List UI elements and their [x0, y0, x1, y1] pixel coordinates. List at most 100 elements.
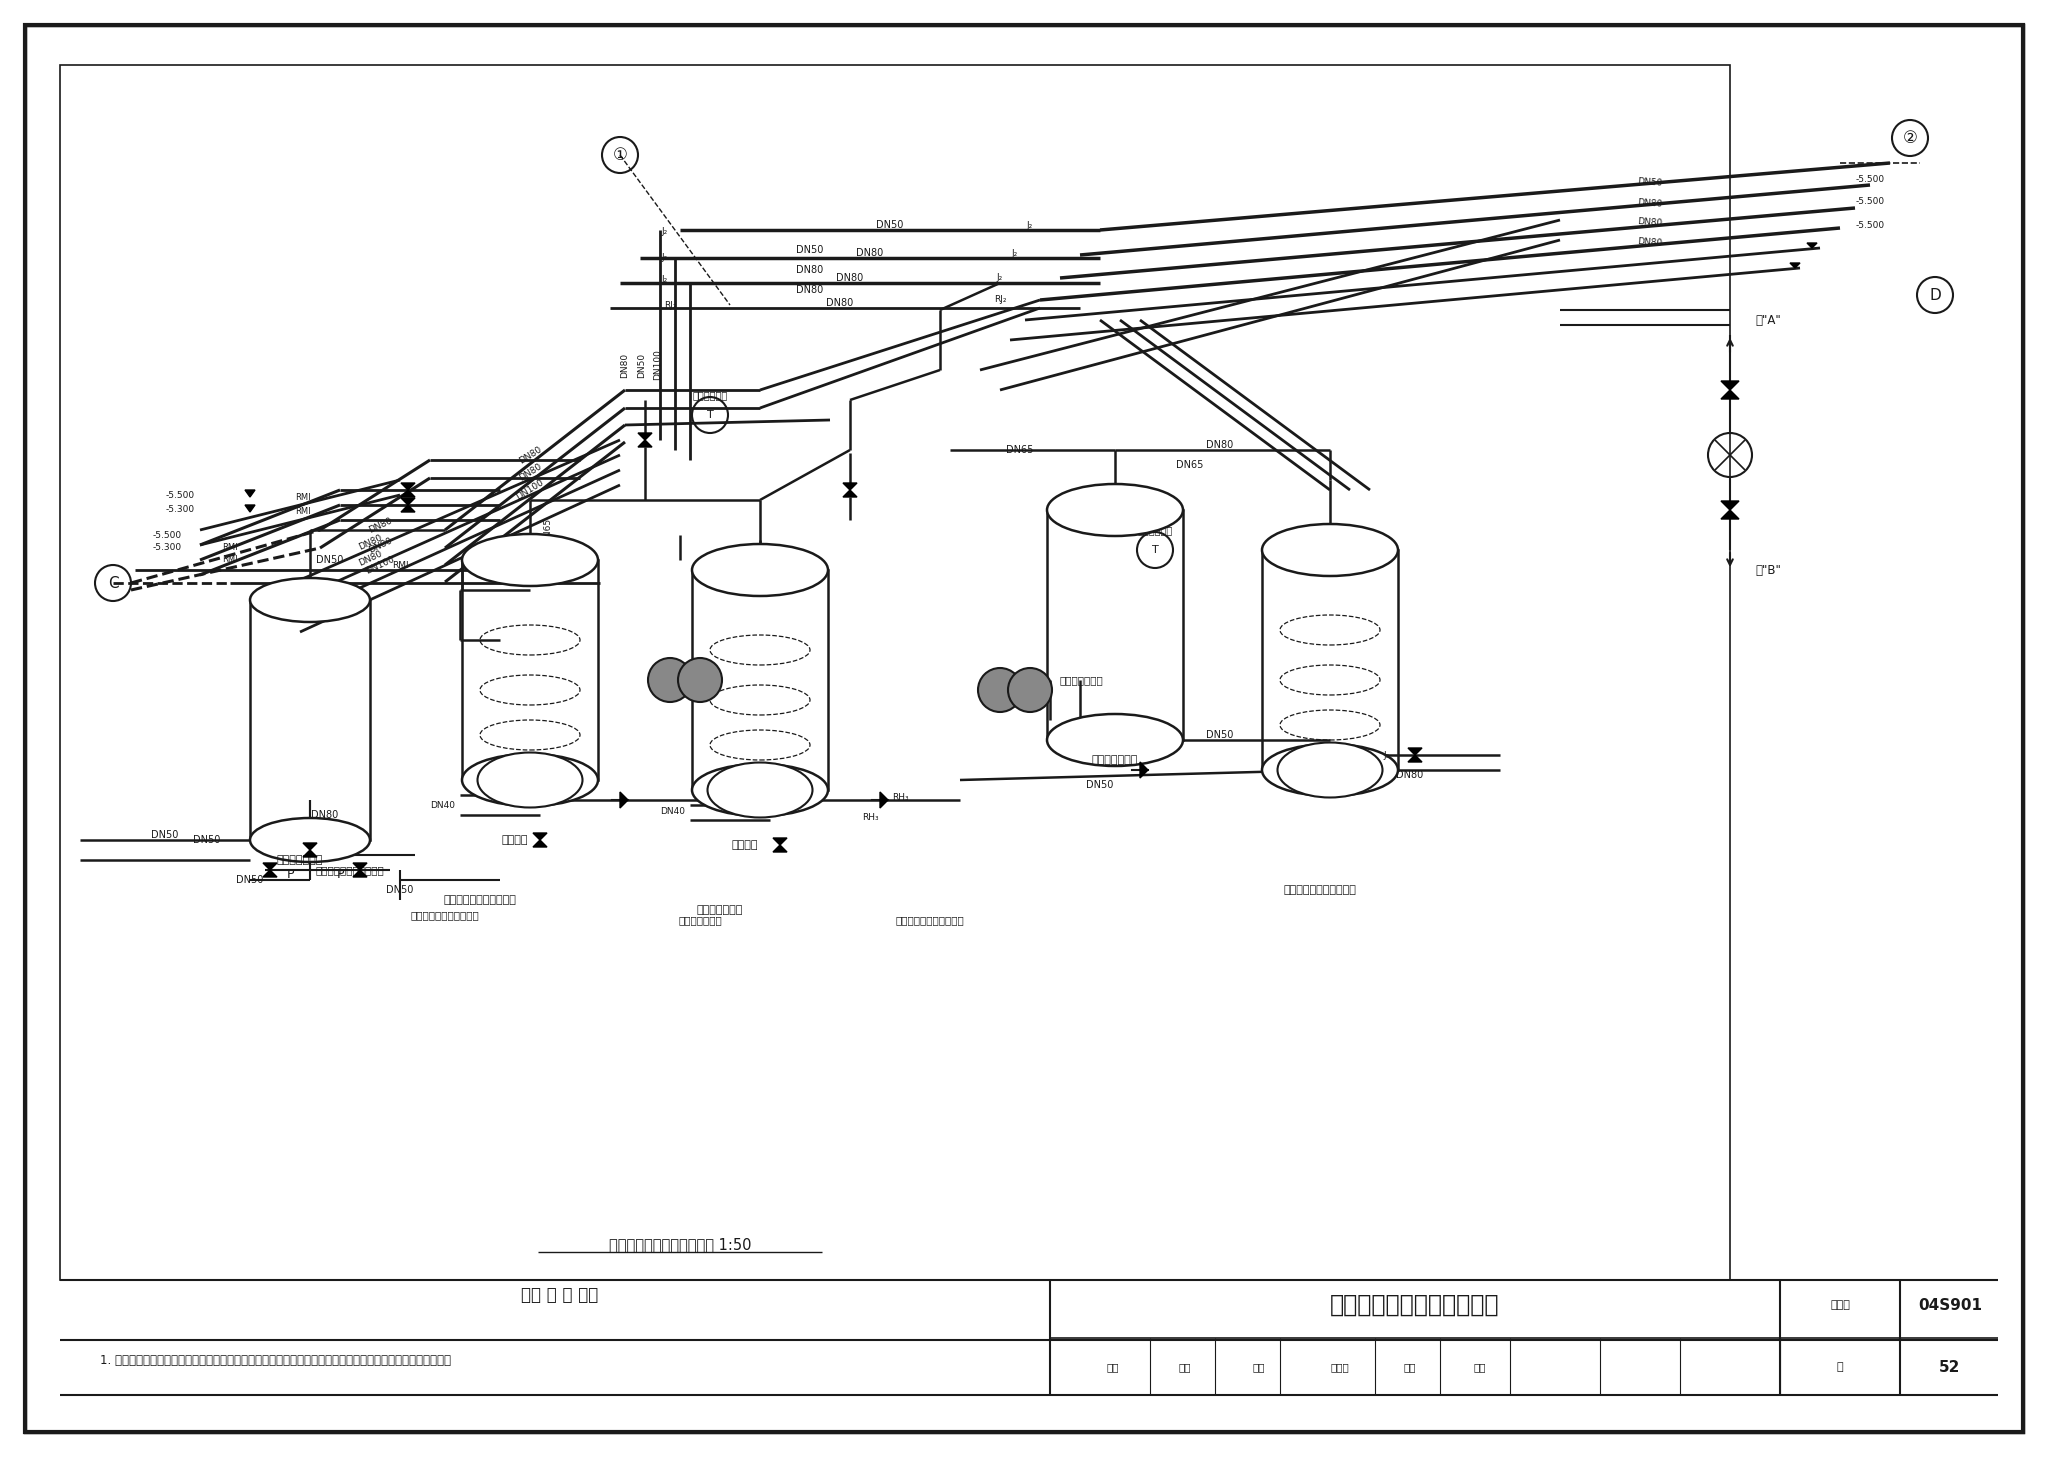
Text: T: T	[707, 409, 713, 420]
Text: J₂: J₂	[1026, 220, 1032, 230]
Text: -5.500: -5.500	[154, 530, 182, 539]
Text: DN80: DN80	[797, 265, 823, 275]
Text: DN50: DN50	[637, 353, 647, 377]
Text: DN80: DN80	[367, 536, 393, 554]
Polygon shape	[772, 838, 786, 845]
Text: RMI: RMI	[221, 543, 238, 552]
Text: 校对: 校对	[1253, 1362, 1266, 1372]
Text: DN80: DN80	[356, 549, 383, 567]
Text: 高区热水循环泵: 高区热水循环泵	[1061, 675, 1104, 685]
Ellipse shape	[477, 752, 582, 807]
Polygon shape	[844, 490, 856, 497]
Text: 复审: 复审	[1180, 1362, 1192, 1372]
Text: RH₃: RH₃	[891, 794, 909, 803]
Text: DN40: DN40	[659, 807, 684, 816]
Polygon shape	[1806, 243, 1817, 248]
Polygon shape	[881, 793, 889, 809]
Text: DN80: DN80	[856, 248, 883, 258]
Polygon shape	[1720, 390, 1739, 399]
Ellipse shape	[250, 817, 371, 863]
Text: D: D	[1929, 287, 1942, 303]
Polygon shape	[262, 863, 276, 870]
Polygon shape	[532, 841, 547, 847]
Ellipse shape	[1047, 714, 1184, 766]
Text: -5.500: -5.500	[1855, 220, 1884, 230]
Text: 高区高效浮动管管换热器: 高区高效浮动管管换热器	[895, 915, 965, 925]
Polygon shape	[1720, 380, 1739, 390]
Text: DN50: DN50	[1636, 176, 1663, 188]
Text: DN80: DN80	[1636, 236, 1663, 248]
Circle shape	[678, 659, 723, 702]
Polygon shape	[532, 833, 547, 841]
Polygon shape	[844, 484, 856, 490]
Text: DN80: DN80	[1636, 217, 1663, 227]
Text: -5.500: -5.500	[1855, 175, 1884, 184]
Text: DN50: DN50	[315, 555, 344, 565]
Ellipse shape	[1278, 743, 1382, 797]
Polygon shape	[352, 870, 367, 877]
Text: DN80: DN80	[1206, 440, 1233, 450]
Text: -5.500: -5.500	[1855, 198, 1884, 207]
Text: RH₃: RH₃	[862, 813, 879, 823]
Text: P: P	[336, 868, 344, 881]
Circle shape	[979, 667, 1022, 712]
Text: DN50: DN50	[797, 245, 823, 255]
Text: 接"B": 接"B"	[1755, 564, 1782, 577]
Text: DN80: DN80	[311, 810, 338, 820]
Ellipse shape	[463, 535, 598, 586]
Polygon shape	[621, 793, 629, 809]
Text: 热交换间设备及管道轴测图: 热交换间设备及管道轴测图	[1331, 1292, 1499, 1317]
Polygon shape	[1409, 755, 1421, 762]
Text: ②: ②	[1903, 130, 1917, 147]
Text: DN65: DN65	[543, 517, 553, 542]
Ellipse shape	[692, 763, 827, 816]
Ellipse shape	[1047, 484, 1184, 536]
Text: DN80: DN80	[827, 299, 854, 307]
Polygon shape	[1720, 510, 1739, 519]
Text: 中区高效浮动管管换热器: 中区高效浮动管管换热器	[315, 865, 385, 876]
Ellipse shape	[707, 762, 813, 817]
Text: 热交换间设备及管道轴测图 1:50: 热交换间设备及管道轴测图 1:50	[608, 1237, 752, 1253]
Text: DN80: DN80	[621, 353, 629, 377]
Text: 04S901: 04S901	[1919, 1298, 1982, 1313]
Text: -5.300: -5.300	[166, 506, 195, 514]
Text: DN80: DN80	[797, 286, 823, 294]
Text: DN100: DN100	[653, 350, 662, 380]
Text: 周磊: 周磊	[1475, 1362, 1487, 1372]
Text: -5.300: -5.300	[154, 543, 182, 552]
Text: 中区热水循环泵: 中区热水循环泵	[678, 915, 721, 925]
Bar	[59, 66, 1731, 1281]
Text: DN50: DN50	[236, 876, 264, 884]
Text: 高区高效浮动管管换热器: 高区高效浮动管管换热器	[1284, 884, 1356, 895]
Text: ①: ①	[612, 146, 627, 165]
Polygon shape	[1141, 762, 1149, 778]
Text: RMI: RMI	[391, 561, 408, 571]
Polygon shape	[639, 440, 651, 447]
Text: RJ₂: RJ₂	[664, 300, 676, 309]
Text: 生养水池: 生养水池	[502, 835, 528, 845]
Polygon shape	[246, 506, 256, 511]
Polygon shape	[1409, 747, 1421, 755]
Polygon shape	[246, 490, 256, 497]
Polygon shape	[772, 845, 786, 852]
Text: J₂: J₂	[662, 254, 668, 262]
Bar	[1724, 310, 1786, 590]
Text: RMI: RMI	[221, 555, 238, 564]
Text: DN65: DN65	[1176, 460, 1204, 471]
Polygon shape	[352, 863, 367, 870]
Ellipse shape	[250, 578, 371, 622]
Text: J₂: J₂	[997, 274, 1004, 283]
Polygon shape	[401, 498, 416, 506]
Text: J₂: J₂	[662, 275, 668, 284]
Text: 杨世兴: 杨世兴	[1331, 1362, 1350, 1372]
Text: DN65: DN65	[1006, 444, 1034, 455]
Text: J₂: J₂	[662, 227, 668, 236]
Text: 中区热水循环泵: 中区热水循环泵	[696, 905, 743, 915]
Polygon shape	[1720, 501, 1739, 510]
Text: J₂: J₂	[1012, 249, 1018, 258]
Text: RJ₂: RJ₂	[993, 296, 1006, 305]
Polygon shape	[401, 484, 416, 490]
Ellipse shape	[692, 543, 827, 596]
Text: RMI: RMI	[295, 492, 311, 501]
Text: 52: 52	[1939, 1359, 1960, 1374]
